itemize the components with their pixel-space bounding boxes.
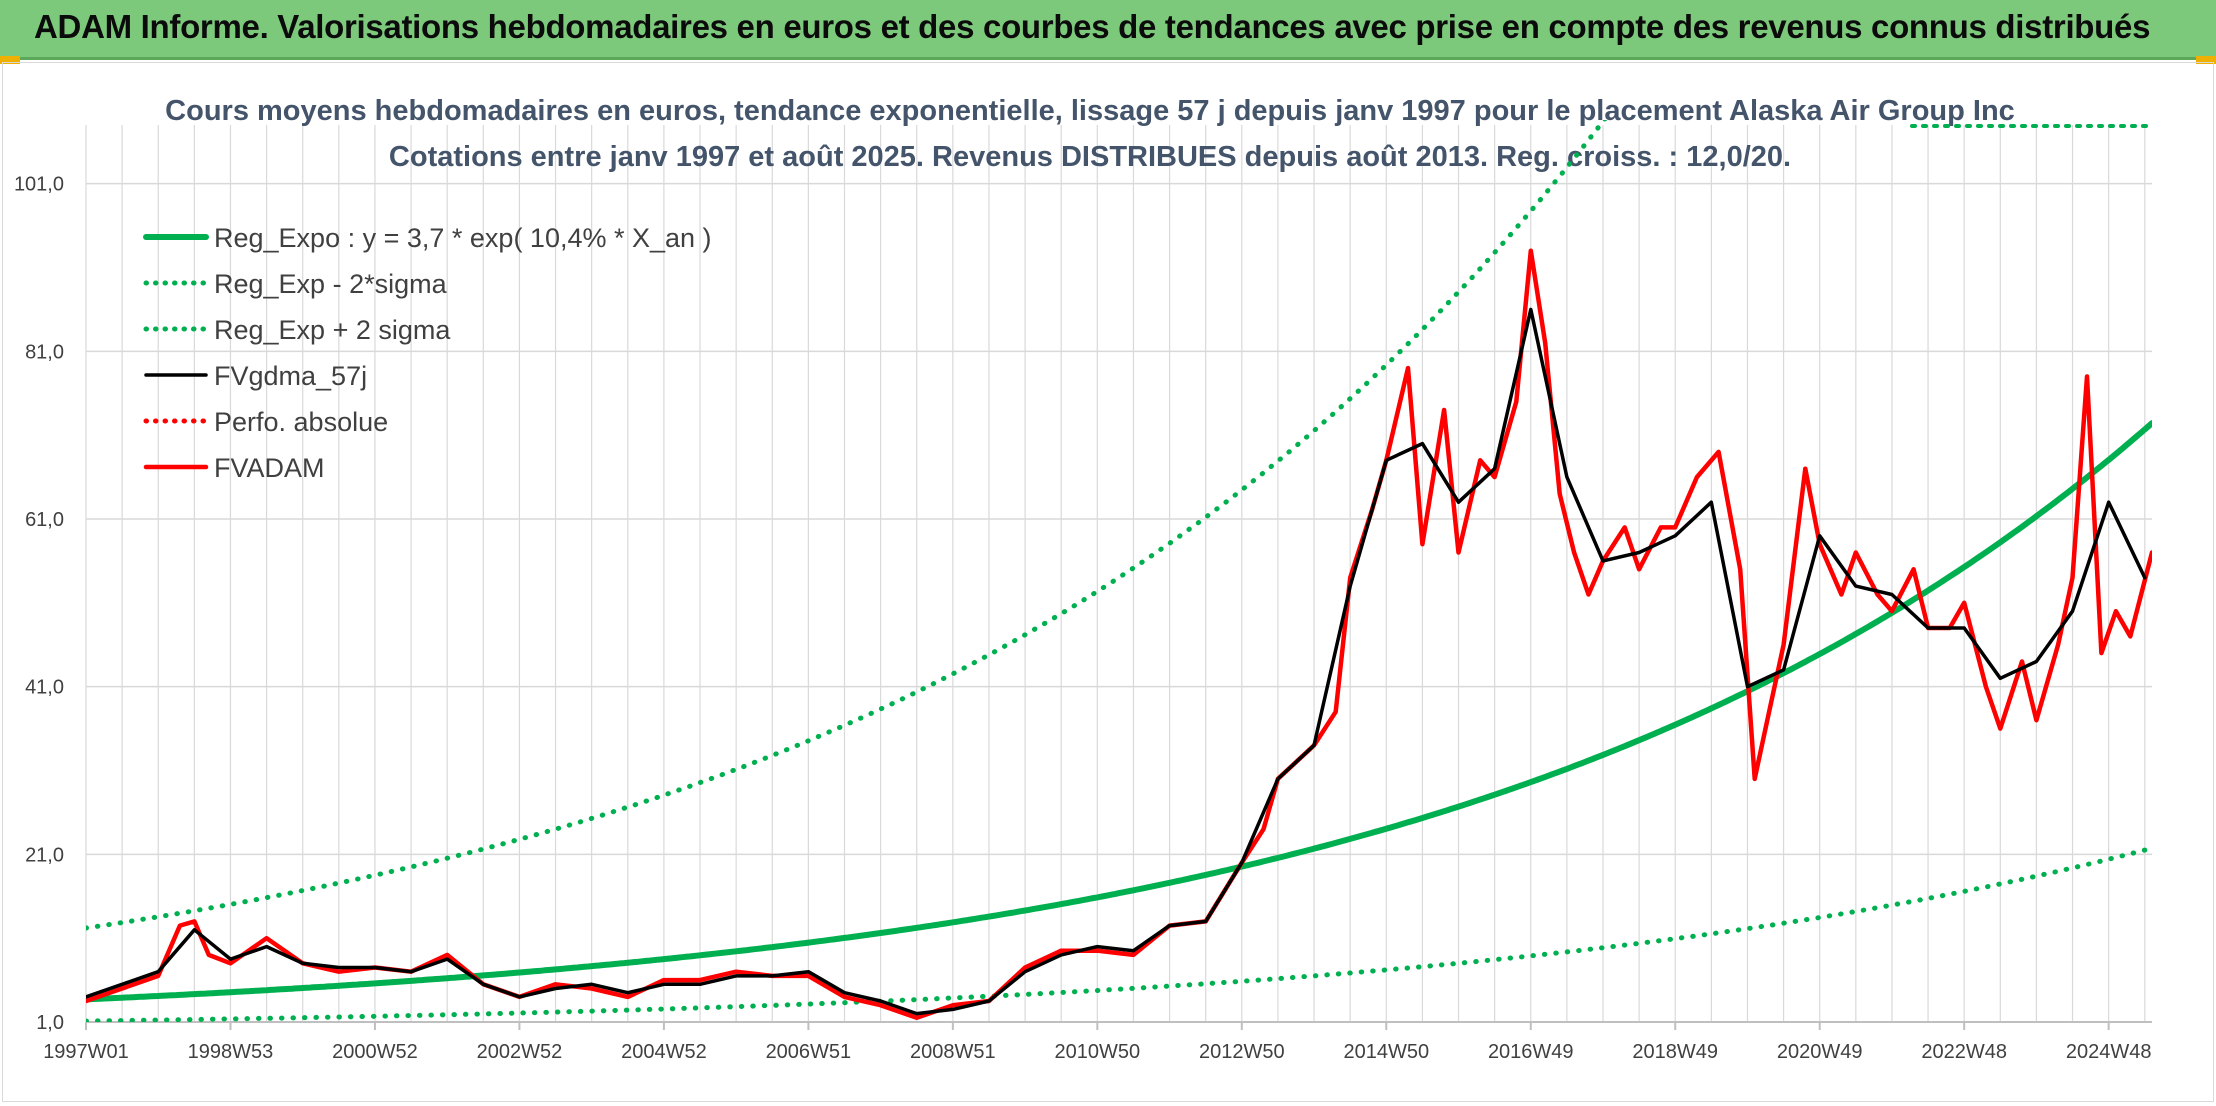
header-bar: ADAM Informe. Valorisations hebdomadaire… [0,0,2216,60]
page-title: ADAM Informe. Valorisations hebdomadaire… [34,8,2151,45]
x-tick-label: 2006W51 [766,1041,852,1063]
legend-label: FVADAM [214,453,325,483]
series-layer [86,120,2152,1022]
series-line-1 [86,845,2152,1022]
x-tick-label: 2014W50 [1343,1041,1429,1063]
y-tick-label: 81,0 [25,341,64,363]
x-tick-label: 2012W50 [1199,1041,1285,1063]
legend-label: Reg_Exp - 2*sigma [214,269,448,299]
x-tick-label: 2008W51 [910,1041,996,1063]
legend-label: Perfo. absolue [214,407,388,437]
y-tick-label: 21,0 [25,844,64,866]
y-tick-label: 61,0 [25,509,64,531]
series-line-3 [86,307,2147,1016]
x-tick-label: 2002W52 [477,1041,563,1063]
x-tick-label: 1997W01 [43,1041,129,1063]
x-tick-label: 2022W48 [1921,1041,2007,1063]
x-tick-label: 1998W53 [188,1041,274,1063]
series-line-2 [86,120,1608,931]
series-line-0 [86,420,2152,1003]
legend-label: FVgdma_57j [214,361,367,391]
x-tick-label: 2018W49 [1632,1041,1718,1063]
legend-label: Reg_Exp + 2 sigma [214,315,451,345]
x-tick-label: 2010W50 [1055,1041,1141,1063]
x-tick-label: 2020W49 [1777,1041,1863,1063]
corner-mark-left [0,56,20,64]
series-line-5 [86,248,2152,1021]
y-tick-label: 41,0 [25,677,64,699]
x-tick-label: 2016W49 [1488,1041,1574,1063]
y-tick-label: 1,0 [36,1012,64,1034]
legend: Reg_Expo : y = 3,7 * exp( 10,4% * X_an )… [143,223,712,483]
x-tick-label: 2004W52 [621,1041,707,1063]
chart-frame [2,62,2214,1102]
corner-mark-right [2196,56,2216,64]
chart-subtitle-2: Cotations entre janv 1997 et août 2025. … [389,141,1791,173]
chart-subtitle-1: Cours moyens hebdomadaires en euros, ten… [165,95,2015,127]
y-tick-label: 101,0 [14,174,64,196]
legend-label: Reg_Expo : y = 3,7 * exp( 10,4% * X_an ) [214,223,712,253]
grid-layer [85,125,2152,1023]
x-tick-label: 2024W48 [2066,1041,2152,1063]
x-tick-label: 2000W52 [332,1041,418,1063]
axis-layer: 1,0 21,0 41,0 61,0 81,0 101,0 1997W01 1998W53 20… [14,174,2152,1063]
